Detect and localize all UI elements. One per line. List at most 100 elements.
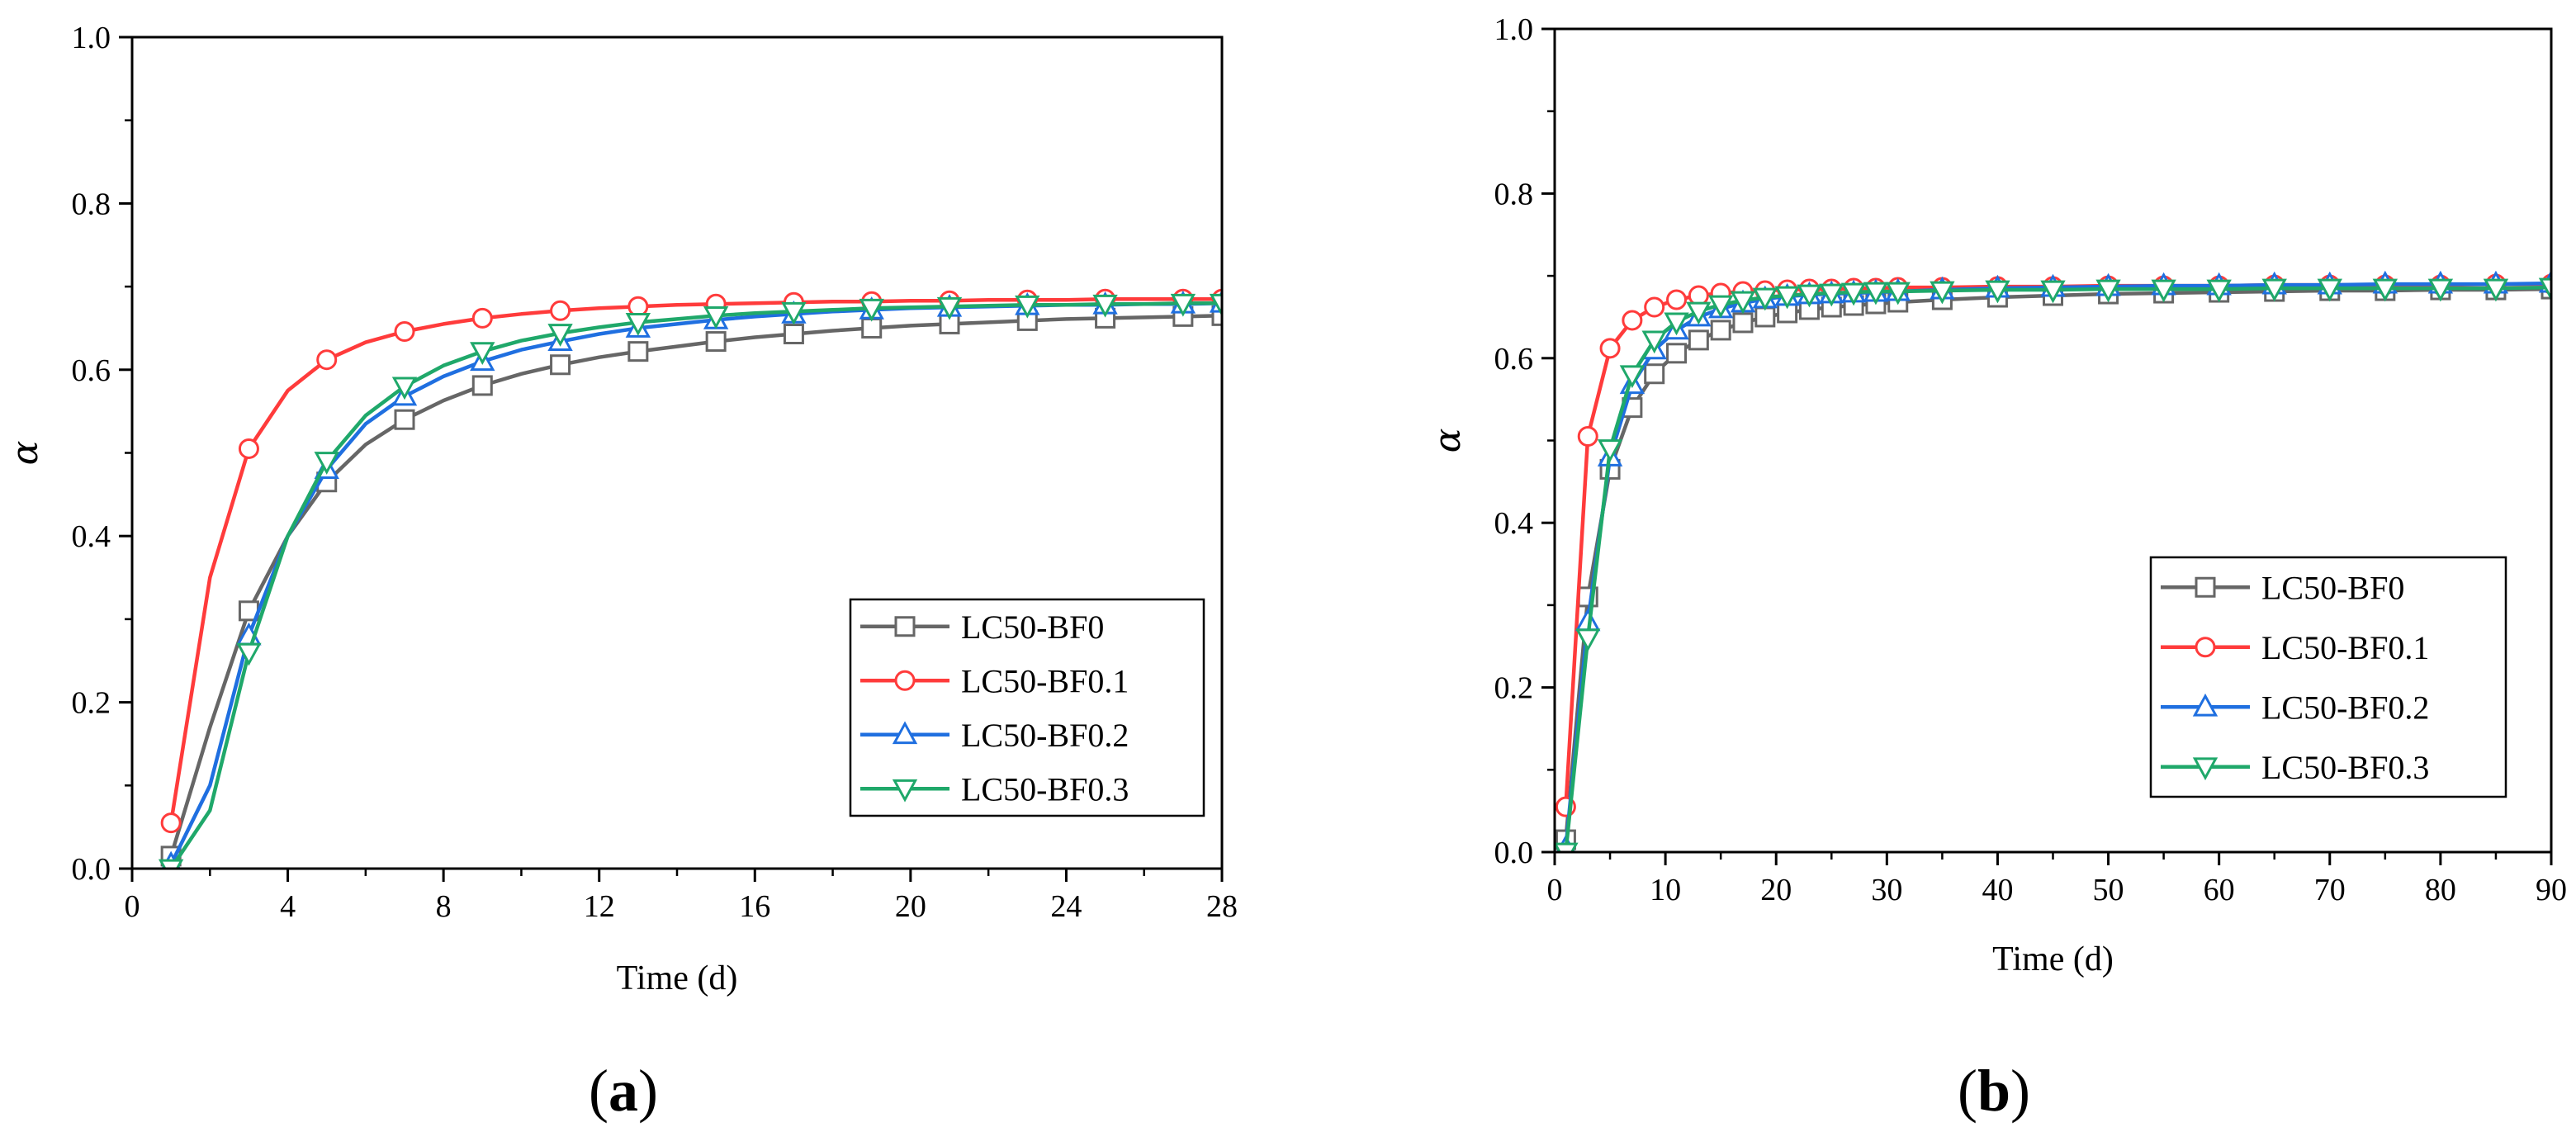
y-tick-label: 0.6	[72, 353, 111, 388]
legend-label-LC50-BF0.1: LC50-BF0.1	[961, 662, 1129, 699]
data-point-LC50-BF0.3	[1730, 291, 1756, 315]
x-axis-label: Time (d)	[617, 959, 738, 997]
panel-label: (b)	[1958, 1058, 2030, 1124]
legend-label-LC50-BF0.3: LC50-BF0.3	[961, 770, 1129, 808]
x-tick-label: 4	[280, 889, 296, 924]
data-point-LC50-BF0.3	[1686, 301, 1712, 325]
data-point-LC50-BF0.3	[2151, 279, 2176, 303]
panel-label-letter: a	[608, 1058, 638, 1124]
y-axis-label: α	[1427, 429, 1469, 453]
y-tick-label: 1.0	[72, 21, 111, 55]
data-point-LC50-BF0.3	[314, 452, 339, 475]
data-point-LC50-BF0.3	[1885, 282, 1911, 305]
x-tick-label: 0	[1547, 873, 1563, 907]
x-tick-label: 50	[2093, 873, 2124, 907]
data-point-LC50-BF0.1	[550, 300, 571, 321]
data-point-LC50-BF0	[1666, 343, 1688, 364]
legend-marker-LC50-BF0.3	[892, 779, 918, 803]
legend-marker-LC50-BF0.3	[2192, 757, 2218, 781]
data-point-LC50-BF0	[471, 375, 493, 396]
y-tick-label: 0.6	[1494, 342, 1534, 377]
legend-label-LC50-BF0: LC50-BF0	[2261, 569, 2404, 606]
data-point-LC50-BF0.3	[1170, 293, 1196, 317]
data-point-LC50-BF0.3	[2317, 278, 2342, 302]
data-point-LC50-BF0	[861, 317, 883, 339]
chart-panel-b: 0 10 20 30 40 50 60 70 80 90 0.0 0.2 0.4 0.6 0.8 1.0 Tim…	[1427, 12, 2567, 1124]
y-tick-label: 0.0	[72, 852, 111, 887]
data-point-LC50-BF0.3	[1797, 284, 1822, 308]
x-tick-label: 10	[1650, 873, 1681, 907]
legend-marker-LC50-BF0	[894, 616, 916, 637]
x-tick-label: 16	[739, 889, 770, 924]
data-point-LC50-BF0.3	[2483, 278, 2509, 302]
data-point-LC50-BF0.3	[1664, 312, 1689, 336]
data-point-LC50-BF0	[1710, 320, 1731, 341]
legend-marker-LC50-BF0.1	[894, 670, 916, 691]
data-point-LC50-BF0.3	[1840, 282, 1867, 306]
panel-label-close: )	[2010, 1058, 2030, 1124]
x-tick-label: 90	[2536, 873, 2567, 907]
panel-label: (a)	[589, 1058, 658, 1124]
legend-marker-LC50-BF0.1	[2195, 637, 2216, 658]
x-tick-label: 0	[125, 889, 140, 924]
data-point-LC50-BF0.1	[471, 307, 493, 329]
data-point-LC50-BF0	[1732, 312, 1754, 334]
data-point-LC50-BF0.3	[2095, 279, 2121, 303]
y-tick-label: 0.4	[72, 519, 111, 554]
series-LC50-BF0.3	[1555, 277, 2551, 852]
x-tick-label: 60	[2204, 873, 2235, 907]
data-point-LC50-BF0.3	[1985, 280, 2010, 304]
panel-label-close: )	[638, 1058, 658, 1124]
data-point-LC50-BF0.3	[1641, 330, 1667, 354]
data-point-LC50-BF0	[1688, 329, 1709, 351]
data-point-LC50-BF0.3	[2261, 278, 2287, 302]
data-point-LC50-BF0.3	[2538, 277, 2551, 301]
data-point-LC50-BF0.1	[1599, 338, 1621, 359]
y-tick-label: 1.0	[1494, 12, 1534, 47]
data-point-LC50-BF0.1	[1644, 296, 1665, 318]
data-point-LC50-BF0.3	[1819, 283, 1844, 307]
data-point-LC50-BF0.1	[1577, 426, 1598, 448]
data-point-LC50-BF0.3	[236, 642, 262, 666]
data-point-LC50-BF0	[1644, 363, 1665, 385]
data-point-LC50-BF0.3	[1015, 295, 1040, 319]
y-tick-label: 0.8	[1494, 177, 1534, 211]
data-point-LC50-BF0	[550, 354, 571, 376]
chart-panel-a: 0 4 8 12 16 20 24 28 0.0 0.2 0.4 0.6 0.8 1.0 Time (d) α…	[4, 21, 1238, 1124]
series-line-LC50-BF0	[1564, 287, 2551, 841]
data-point-LC50-BF0.3	[781, 301, 807, 325]
data-point-LC50-BF0.3	[1752, 287, 1778, 311]
data-point-LC50-BF0.3	[158, 859, 184, 869]
data-point-LC50-BF0.3	[2372, 278, 2398, 302]
data-point-LC50-BF0.3	[547, 324, 573, 347]
legend-label-LC50-BF0.1: LC50-BF0.1	[2261, 629, 2429, 666]
x-tick-label: 8	[436, 889, 452, 924]
x-tick-label: 20	[1760, 873, 1792, 907]
y-tick-label: 0.2	[1494, 671, 1534, 706]
y-tick-label: 0.8	[72, 187, 111, 221]
series-line-LC50-BF0.3	[169, 301, 1222, 869]
x-axis-label: Time (d)	[1992, 940, 2114, 978]
data-point-LC50-BF0	[783, 323, 804, 344]
data-point-LC50-BF0.3	[1619, 365, 1646, 389]
data-point-LC50-BF0.3	[1209, 293, 1222, 317]
data-point-LC50-BF0.3	[470, 342, 495, 365]
data-point-LC50-BF0	[394, 409, 415, 430]
legend-label-LC50-BF0.2: LC50-BF0.2	[2261, 689, 2429, 726]
panel-label-letter: b	[1977, 1058, 2010, 1124]
data-point-LC50-BF0.3	[703, 305, 729, 329]
legend: LC50-BF0 LC50-BF0.1 LC50-BF0.2 LC50-BF0.3	[849, 598, 1205, 817]
data-point-LC50-BF0.3	[1597, 439, 1623, 462]
data-point-LC50-BF0	[705, 331, 727, 353]
data-point-LC50-BF0.3	[1774, 286, 1800, 310]
data-point-LC50-BF0.3	[1863, 282, 1889, 305]
data-point-LC50-BF0.3	[625, 313, 651, 336]
data-point-LC50-BF0.3	[2206, 279, 2232, 303]
x-tick-label: 70	[2314, 873, 2346, 907]
data-point-LC50-BF0.3	[1707, 295, 1734, 319]
data-point-LC50-BF0.3	[2427, 278, 2454, 302]
series-LC50-BF0.3	[158, 293, 1222, 869]
x-tick-label: 28	[1206, 889, 1238, 924]
